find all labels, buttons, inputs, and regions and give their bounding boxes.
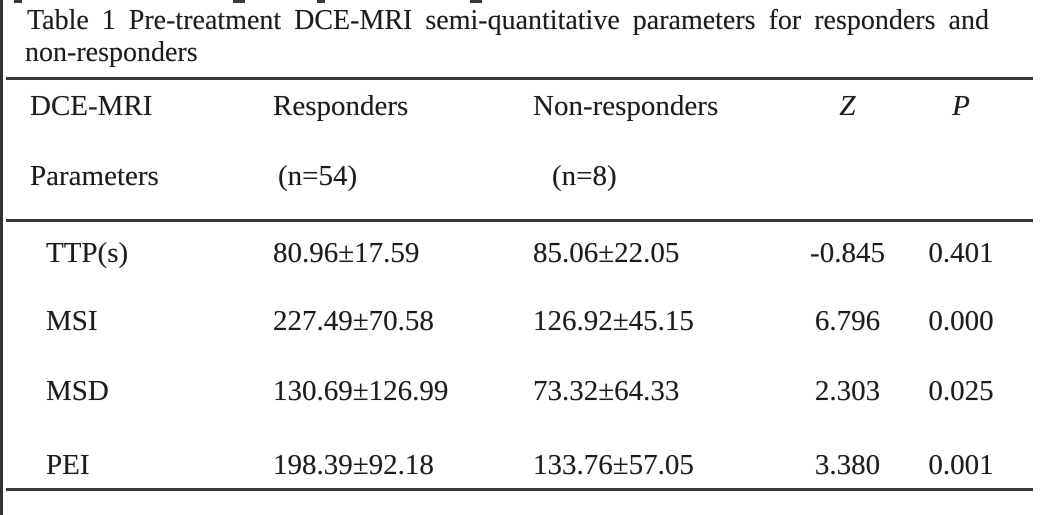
- header-responders: Responders: [273, 90, 409, 122]
- row-p-value: 0.025: [928, 375, 994, 407]
- row-parameter: TTP(s): [46, 237, 129, 269]
- table-caption-line-2: non-responders: [25, 37, 198, 68]
- row-z-value: 2.303: [814, 375, 881, 407]
- scan-edge-artifact: [0, 0, 3, 515]
- row-parameter: PEI: [46, 449, 90, 481]
- header-z-spacer: [790, 159, 905, 193]
- table-row: TTP(s) 80.96±17.59 85.06±22.05 -0.845 0.…: [0, 236, 1046, 270]
- header-non-responders: Non-responders: [533, 90, 719, 122]
- row-p-value: 0.001: [928, 449, 994, 481]
- scan-artifact: [14, 0, 22, 3]
- row-parameter: MSD: [46, 375, 109, 407]
- table-caption-line-1: Table 1 Pre-treatment DCE-MRI semi-quant…: [27, 5, 989, 36]
- row-responders-value: 80.96±17.59: [273, 237, 420, 269]
- header-p: P: [952, 90, 970, 122]
- row-z-value: 6.796: [814, 305, 881, 337]
- row-z-value: 3.380: [814, 449, 881, 481]
- row-responders-value: 130.69±126.99: [273, 375, 449, 407]
- scan-artifact: [233, 0, 245, 3]
- table-row: PEI 198.39±92.18 133.76±57.05 3.380 0.00…: [0, 448, 1046, 482]
- table-header-row-2: Parameters (n=54) (n=8): [0, 159, 1046, 193]
- table-top-rule: [6, 77, 1033, 80]
- header-p-spacer: [905, 159, 1017, 193]
- scan-artifact: [317, 0, 325, 3]
- table-row: MSD 130.69±126.99 73.32±64.33 2.303 0.02…: [0, 374, 1046, 408]
- row-p-value: 0.401: [928, 237, 994, 269]
- header-dce-mri: DCE-MRI: [30, 90, 153, 122]
- row-responders-value: 198.39±92.18: [273, 449, 434, 481]
- table-row: MSI 227.49±70.58 126.92±45.15 6.796 0.00…: [0, 304, 1046, 338]
- row-p-value: 0.000: [928, 305, 994, 337]
- header-responders-n: (n=54): [278, 160, 358, 192]
- table-header-row-1: DCE-MRI Responders Non-responders Z P: [0, 89, 1046, 123]
- header-parameters: Parameters: [30, 160, 159, 192]
- row-responders-value: 227.49±70.58: [273, 305, 434, 337]
- header-z: Z: [839, 90, 856, 122]
- header-non-responders-n: (n=8): [552, 160, 617, 192]
- table-header-rule: [6, 219, 1033, 222]
- table-bottom-rule: [6, 488, 1033, 491]
- scan-artifact: [470, 0, 482, 3]
- row-parameter: MSI: [46, 305, 98, 337]
- row-z-value: -0.845: [810, 237, 885, 269]
- row-non-responders-value: 73.32±64.33: [533, 375, 680, 407]
- row-non-responders-value: 126.92±45.15: [533, 305, 694, 337]
- row-non-responders-value: 85.06±22.05: [533, 237, 680, 269]
- row-non-responders-value: 133.76±57.05: [533, 449, 694, 481]
